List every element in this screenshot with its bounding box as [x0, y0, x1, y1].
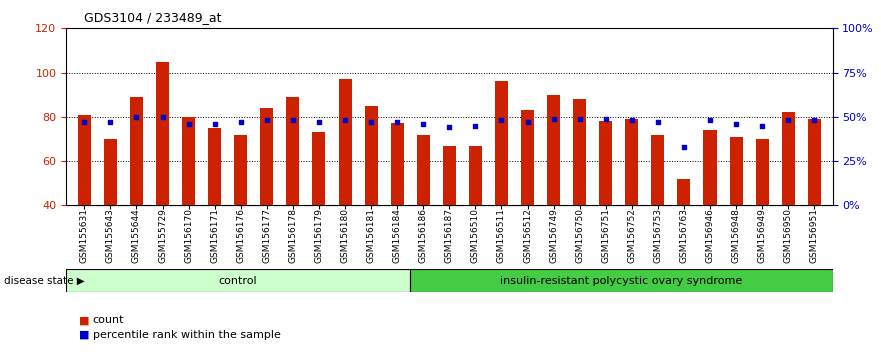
Text: GSM156752: GSM156752	[627, 209, 636, 263]
Bar	[443, 145, 455, 205]
Point	[260, 118, 274, 123]
Bar	[704, 130, 716, 205]
Text: GSM156512: GSM156512	[523, 209, 532, 263]
Bar	[495, 81, 508, 205]
Bar	[66, 269, 410, 292]
Point	[729, 121, 744, 127]
Text: GSM156171: GSM156171	[211, 209, 219, 263]
Text: GSM156177: GSM156177	[263, 209, 271, 263]
Point	[390, 119, 404, 125]
Text: GSM156951: GSM156951	[810, 209, 818, 263]
Text: GSM156948: GSM156948	[731, 209, 741, 263]
Point	[155, 114, 169, 120]
Point	[338, 118, 352, 123]
Point	[625, 118, 639, 123]
Text: GSM156750: GSM156750	[575, 209, 584, 263]
Text: control: control	[218, 275, 257, 286]
Text: GSM156763: GSM156763	[679, 209, 688, 263]
Bar	[260, 108, 273, 205]
Text: GSM155644: GSM155644	[132, 209, 141, 263]
Point	[807, 118, 821, 123]
Point	[755, 123, 769, 129]
Point	[781, 118, 796, 123]
Bar	[78, 115, 91, 205]
Text: ■: ■	[79, 330, 90, 339]
Text: GSM156753: GSM156753	[654, 209, 663, 263]
Text: GSM156946: GSM156946	[706, 209, 714, 263]
Point	[103, 119, 117, 125]
Bar	[313, 132, 325, 205]
Point	[546, 116, 560, 121]
Bar	[626, 119, 639, 205]
Text: count: count	[93, 315, 124, 325]
Bar	[547, 95, 560, 205]
Point	[677, 144, 691, 150]
Point	[285, 118, 300, 123]
Bar	[156, 62, 169, 205]
Text: GSM155729: GSM155729	[158, 209, 167, 263]
Bar	[182, 117, 195, 205]
Bar	[417, 135, 430, 205]
Point	[703, 118, 717, 123]
Point	[521, 119, 535, 125]
Bar	[104, 139, 117, 205]
Text: GSM155631: GSM155631	[80, 209, 89, 263]
Point	[364, 119, 378, 125]
Text: GSM156510: GSM156510	[470, 209, 480, 263]
Point	[130, 114, 144, 120]
Point	[651, 119, 665, 125]
Bar	[130, 97, 143, 205]
Bar	[651, 135, 664, 205]
Text: ■: ■	[79, 315, 90, 325]
Bar	[469, 145, 482, 205]
Point	[233, 119, 248, 125]
Text: GSM156186: GSM156186	[418, 209, 428, 263]
Text: GSM156180: GSM156180	[341, 209, 350, 263]
Text: GDS3104 / 233489_at: GDS3104 / 233489_at	[84, 11, 221, 24]
Bar	[338, 79, 352, 205]
Point	[181, 121, 196, 127]
Point	[469, 123, 483, 129]
Bar	[756, 139, 768, 205]
Text: GSM156170: GSM156170	[184, 209, 193, 263]
Bar	[781, 113, 795, 205]
Bar	[286, 97, 300, 205]
Text: GSM155643: GSM155643	[106, 209, 115, 263]
Text: GSM156950: GSM156950	[784, 209, 793, 263]
Point	[312, 119, 326, 125]
Text: percentile rank within the sample: percentile rank within the sample	[93, 330, 280, 339]
Point	[573, 116, 587, 121]
Text: GSM156749: GSM156749	[549, 209, 558, 263]
Bar	[410, 269, 833, 292]
Bar	[521, 110, 534, 205]
Bar	[574, 99, 586, 205]
Bar	[808, 119, 821, 205]
Text: GSM156181: GSM156181	[366, 209, 375, 263]
Bar	[729, 137, 743, 205]
Point	[416, 121, 430, 127]
Text: GSM156511: GSM156511	[497, 209, 506, 263]
Text: GSM156751: GSM156751	[601, 209, 611, 263]
Text: GSM156178: GSM156178	[288, 209, 298, 263]
Bar	[677, 179, 691, 205]
Bar	[390, 124, 403, 205]
Bar	[208, 128, 221, 205]
Bar	[365, 106, 378, 205]
Point	[208, 121, 222, 127]
Text: disease state ▶: disease state ▶	[4, 275, 85, 286]
Text: GSM156179: GSM156179	[315, 209, 323, 263]
Point	[442, 125, 456, 130]
Point	[78, 119, 92, 125]
Text: GSM156184: GSM156184	[393, 209, 402, 263]
Text: GSM156949: GSM156949	[758, 209, 766, 263]
Point	[494, 118, 508, 123]
Bar	[234, 135, 248, 205]
Text: insulin-resistant polycystic ovary syndrome: insulin-resistant polycystic ovary syndr…	[500, 275, 742, 286]
Text: GSM156187: GSM156187	[445, 209, 454, 263]
Point	[599, 116, 613, 121]
Bar	[599, 121, 612, 205]
Text: GSM156176: GSM156176	[236, 209, 245, 263]
